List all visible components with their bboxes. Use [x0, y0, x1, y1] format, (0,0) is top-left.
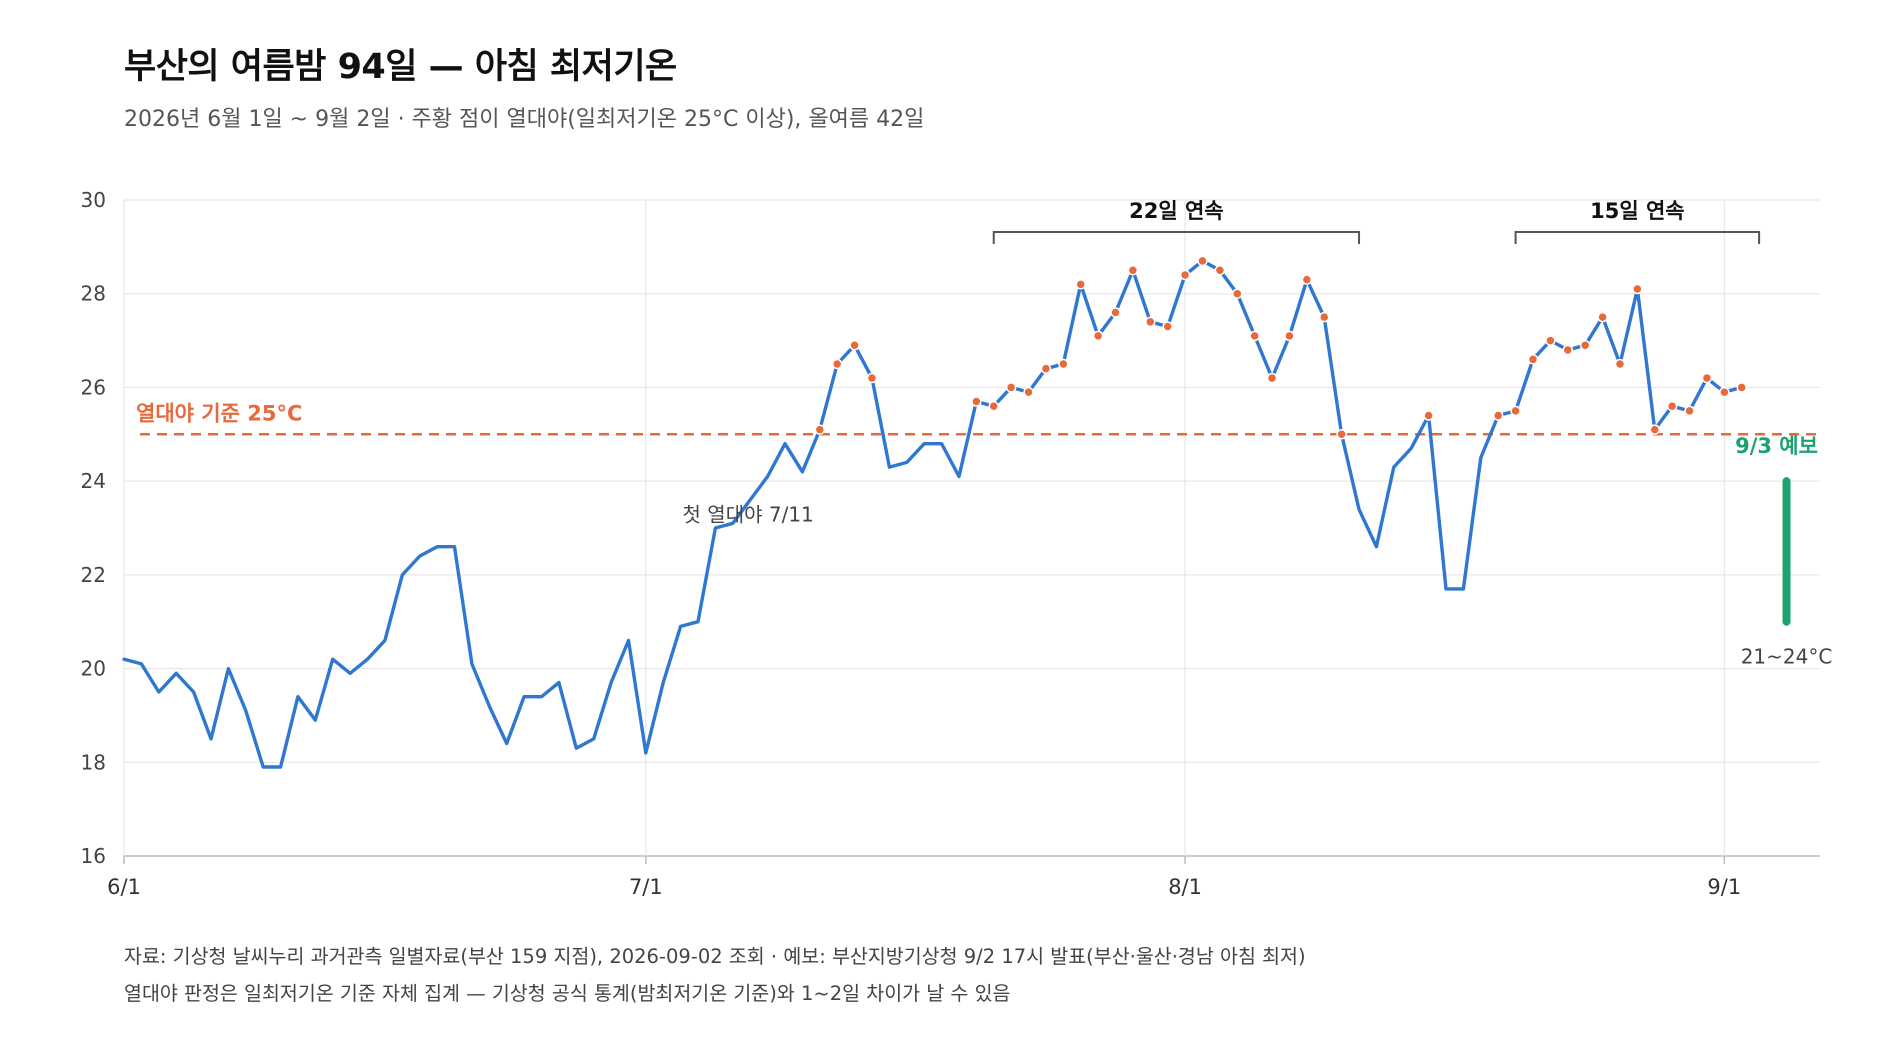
tropical-night-dot [866, 372, 878, 384]
footnote-method: 열대야 판정은 일최저기온 기준 자체 집계 — 기상청 공식 통계(밤최저기온… [124, 982, 1011, 1005]
chart-subtitle: 2026년 6월 1일 ~ 9월 2일 · 주황 점이 열대야(일최저기온 25… [124, 107, 925, 132]
x-tick-label: 6/1 [107, 875, 141, 899]
tropical-night-dot [1005, 382, 1017, 393]
tropical-night-dot [1614, 358, 1626, 370]
streak-bracket [1514, 231, 1761, 244]
tropical-night-dot [1127, 265, 1139, 276]
x-tick-label: 9/1 [1707, 875, 1741, 899]
tropical-night-dot [1179, 269, 1191, 281]
chart-title: 부산의 여름밤 94일 — 아침 최저기온 [124, 47, 677, 87]
tropical-night-dot [831, 358, 843, 370]
tropical-night-dot [1510, 405, 1521, 417]
tropical-night-dot [1040, 363, 1052, 374]
tropical-night-dot [1492, 410, 1504, 421]
streak-bracket [992, 231, 1361, 244]
tropical-night-dot [1336, 429, 1347, 440]
series-layer [122, 259, 1744, 769]
tropical-night-dot [1214, 265, 1226, 276]
footnote-source: 자료: 기상청 날씨누리 과거관측 일별자료(부산 159 지점), 2026-… [124, 945, 1306, 968]
forecast-label: 9/3 예보 [1735, 434, 1818, 458]
tropical-night-dot [1162, 321, 1173, 332]
streak-label: 15일 연속 [1590, 199, 1685, 223]
tropical-night-dot [1597, 311, 1608, 323]
y-tick-label: 16 [81, 844, 106, 868]
tropical-night-dot [1632, 283, 1643, 295]
threshold-label: 열대야 기준 25°C [136, 401, 302, 425]
tropical-night-dot [1284, 330, 1295, 342]
tropical-night-dot [1092, 330, 1104, 342]
x-tick-label: 8/1 [1168, 875, 1202, 899]
tropical-night-dot [1545, 335, 1556, 346]
tropical-night-dot [1562, 344, 1574, 356]
tropical-night-dot [971, 396, 982, 407]
tropical-night-dot [1684, 405, 1695, 417]
y-tick-label: 20 [81, 657, 106, 681]
tropical-night-dot [1423, 410, 1434, 421]
tropical-night-dot [1197, 255, 1208, 267]
first-tropical-night-label: 첫 열대야 7/11 [683, 502, 814, 526]
tropical-night-dot [1579, 340, 1591, 351]
tropical-night-dot [1249, 330, 1260, 342]
y-tick-label: 30 [81, 188, 106, 212]
tropical-night-dot [988, 400, 999, 412]
grid-layer [123, 199, 1820, 857]
tropical-night-dot [849, 340, 860, 351]
streak-label: 22일 연속 [1129, 199, 1224, 223]
tropical-night-dot [1075, 279, 1086, 290]
tropical-night-dot [1666, 400, 1678, 412]
tropical-night-dot [1649, 424, 1660, 435]
y-tick-label: 26 [81, 375, 106, 399]
tropical-night-dot [1719, 386, 1730, 398]
line-chart: 30 28 26 24 22 20 18 166/1 7/1 8/1 9/1 열대야 기준 25°C… [81, 188, 1833, 899]
tropical-night-dot [1527, 354, 1539, 365]
tropical-night-dots [814, 255, 1747, 440]
y-tick-label: 24 [81, 469, 106, 493]
tropical-night-dot [814, 424, 826, 435]
tropical-night-dot [1318, 311, 1330, 323]
y-tick-label: 28 [81, 282, 106, 306]
tropical-night-dot [1145, 316, 1156, 328]
tropical-night-dot [1023, 386, 1034, 398]
tropical-night-dot [1701, 372, 1713, 384]
tropical-night-dot [1266, 372, 1278, 384]
tropical-night-dot [1301, 274, 1313, 285]
tropical-night-dot [1058, 358, 1069, 370]
x-tick-label: 7/1 [629, 875, 663, 899]
tropical-night-dot [1232, 288, 1243, 299]
tropical-night-dot [1736, 382, 1747, 393]
series-line [122, 259, 1744, 769]
annotation-layer: 첫 열대야 7/11 22일 연속 15일 연속 9/3 예보 21~24°C [683, 199, 1833, 669]
y-tick-label: 18 [81, 750, 106, 774]
y-tick-label: 22 [81, 563, 106, 587]
forecast-range-label: 21~24°C [1741, 645, 1833, 669]
threshold-layer: 열대야 기준 25°C [136, 401, 1820, 436]
axis-layer: 30 28 26 24 22 20 18 166/1 7/1 8/1 9/1 [81, 188, 1742, 899]
tropical-night-dot [1110, 307, 1121, 318]
